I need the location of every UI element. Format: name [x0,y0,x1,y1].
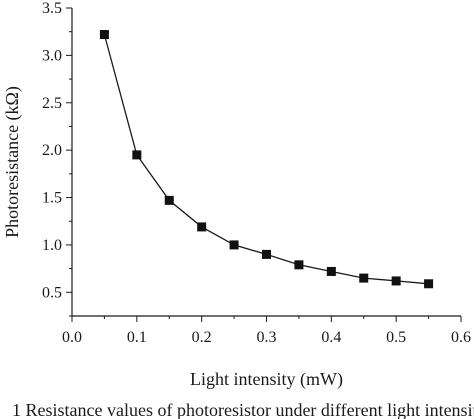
data-point [359,273,369,283]
x-axis: 0.0 0.1 0.2 0.3 0.4 0.5 0.6 [62,316,471,346]
x-tick-label: 0.3 [257,329,277,346]
series-layer [99,30,434,289]
x-tick-label: 0.5 [386,329,406,346]
y-tick-label: 0.5 [42,284,62,301]
data-point [262,249,271,259]
data-point [424,279,434,289]
series-line [103,34,429,285]
y-axis-label: Photoresistance (kΩ) [2,86,23,238]
data-point [294,260,304,270]
data-point [132,150,142,160]
data-point [99,30,109,40]
x-tick-label: 0.6 [451,329,471,346]
caption: 1 Resistance values of photoresistor und… [12,400,474,419]
y-tick-label: 3.5 [42,0,62,17]
data-point [197,222,207,232]
plot-area [71,8,461,317]
data-point [391,276,401,286]
y-tick-label: 1.0 [42,237,62,254]
x-tick-label: 0.0 [62,329,82,346]
data-point [326,266,336,276]
y-tick-label: 1.5 [42,190,62,207]
y-axis: 0.5 1.0 1.5 2.0 2.5 3.0 3.5 [42,0,72,317]
x-tick-label: 0.2 [192,329,212,346]
x-tick-label: 0.1 [127,329,147,346]
y-tick-label: 2.5 [42,95,62,112]
data-point [229,240,239,250]
x-axis-label: Light intensity (mW) [190,369,343,390]
y-tick-label: 2.0 [42,142,62,159]
y-tick-label: 3.0 [42,47,62,64]
x-tick-label: 0.4 [321,329,341,346]
data-point [164,195,174,205]
